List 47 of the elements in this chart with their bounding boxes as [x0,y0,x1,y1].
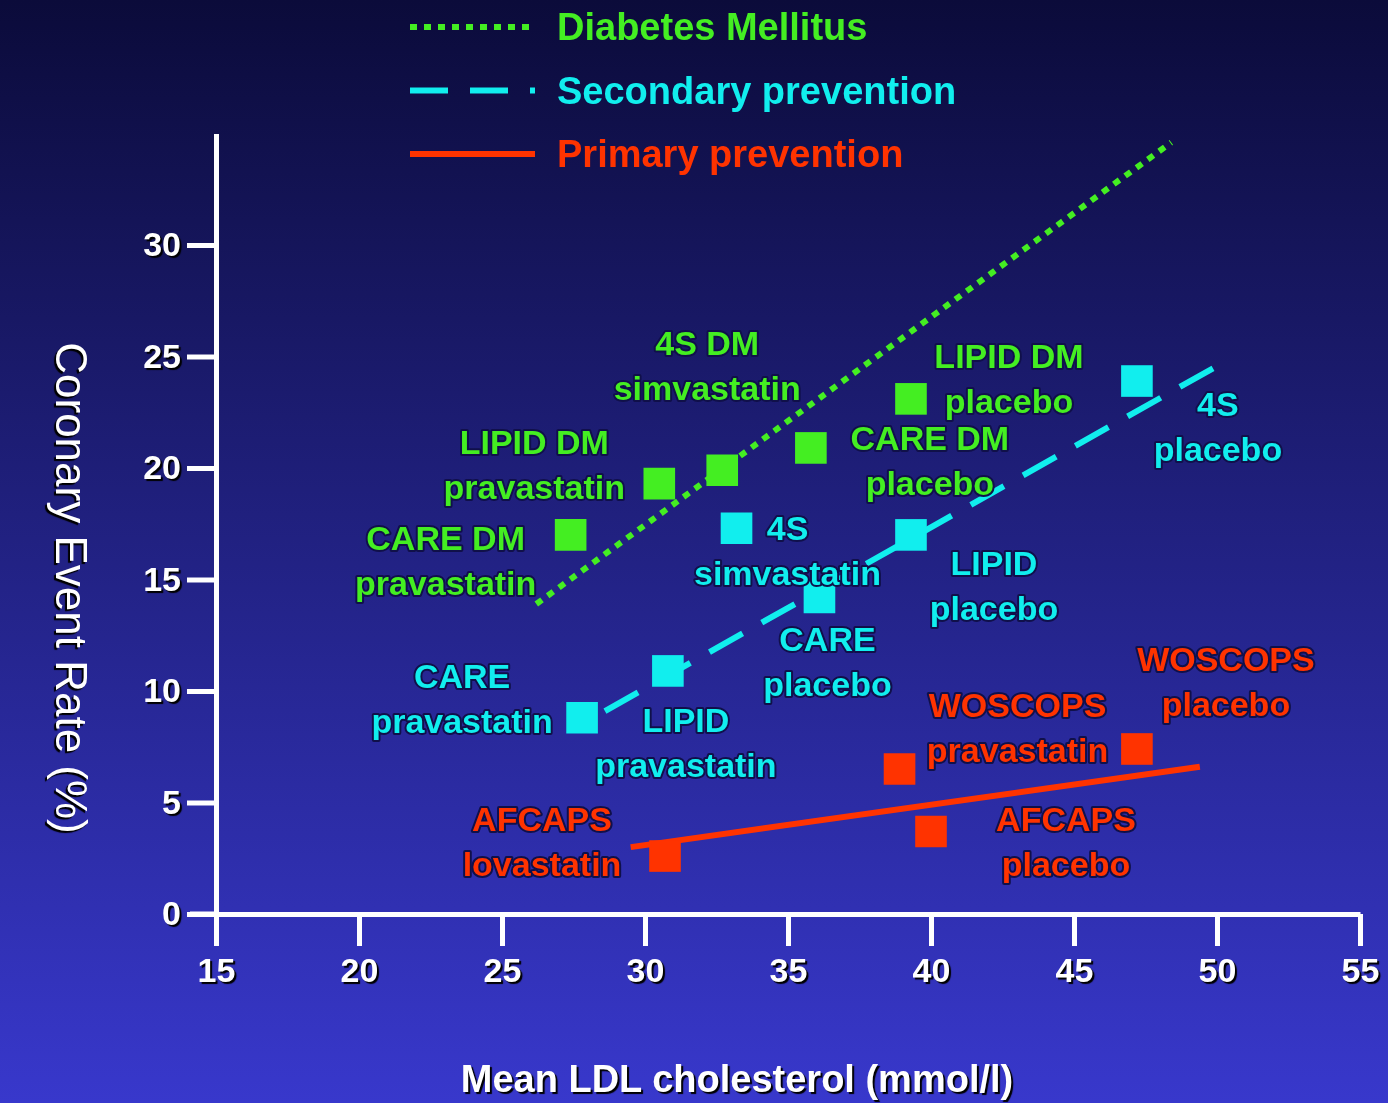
point [883,753,916,785]
annotation: CARE pravastatin [371,656,553,740]
y-tick-label: 0 [162,894,181,933]
x-tick-label: 15 [197,951,236,990]
y-tick-label: 5 [162,782,181,821]
x-tick-label: 30 [626,951,665,990]
y-axis-title: Coronary Event Rate (%) [47,342,96,834]
x-tick-label: 55 [1341,951,1380,990]
x-tick-label: 25 [483,951,522,990]
point [720,512,753,545]
x-axis-title: Mean LDL cholesterol (mmol/l) [460,1058,1014,1100]
point [1121,733,1153,765]
annotation: WOSCOPS pravastatin [926,686,1109,770]
legend-label: Secondary prevention [557,69,957,112]
point [895,383,927,415]
x-tick-label: 20 [340,951,379,990]
point [895,519,927,551]
annotation: WOSCOPS placebo [1137,639,1315,723]
y-tick-label: 30 [143,225,181,264]
legend-label: Primary prevention [557,133,904,175]
point [795,432,827,464]
point [643,467,676,500]
x-tick-label: 40 [912,951,951,990]
annotation: LIPID placebo [929,543,1059,627]
annotation: 4S simvastatin [693,509,882,593]
annotation: LIPID DM pravastatin [443,422,625,506]
annotation: AFCAPS placebo [996,800,1136,884]
y-tick-label: 20 [143,448,181,487]
point [652,655,684,687]
annotation: LIPID DM placebo [934,336,1084,420]
x-tick-label: 50 [1198,951,1237,990]
point [649,840,681,872]
annotation: 4S placebo [1153,385,1283,469]
y-tick-label: 10 [143,671,181,710]
y-tick-label: 25 [143,336,181,375]
point [706,454,739,487]
annotation: AFCAPS lovastatin [462,800,622,884]
annotation: 4S DM simvastatin [613,324,801,408]
annotation: CARE DM pravastatin [354,518,537,602]
x-tick-label: 45 [1055,951,1094,990]
point [554,519,587,551]
point [566,701,598,734]
point [915,815,947,848]
legend-label: Diabetes Mellitus [557,6,868,48]
y-tick-label: 15 [143,559,181,598]
x-tick-label: 35 [769,951,808,990]
point [1121,365,1153,397]
